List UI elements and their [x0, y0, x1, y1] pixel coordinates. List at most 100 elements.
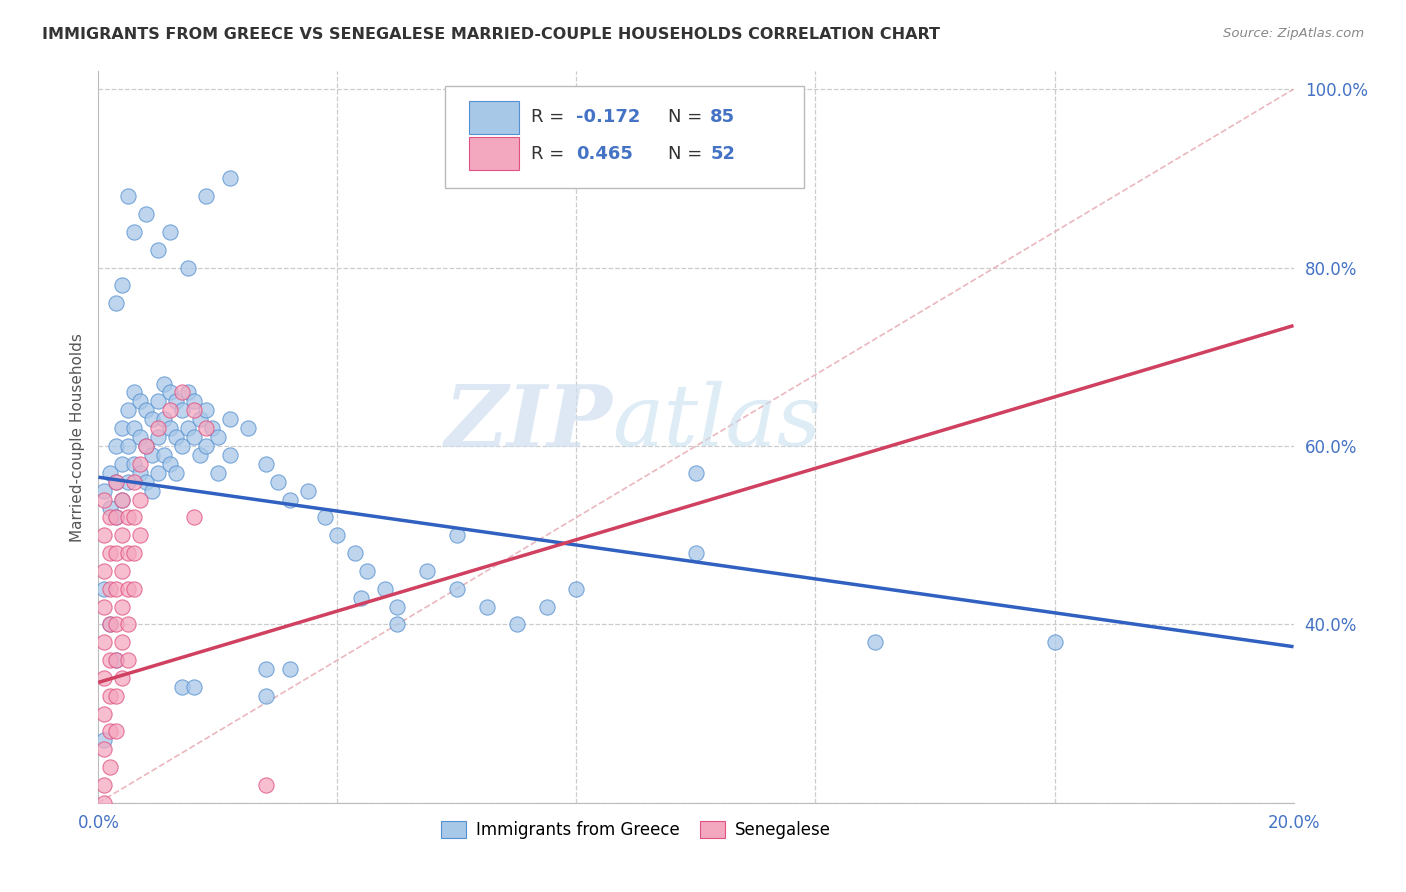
Point — [141, 483, 163, 498]
Point — [344, 546, 367, 560]
Point — [446, 582, 468, 596]
Point — [117, 403, 139, 417]
Text: IMMIGRANTS FROM GREECE VS SENEGALESE MARRIED-COUPLE HOUSEHOLDS CORRELATION CHART: IMMIGRANTS FROM GREECE VS SENEGALESE MAR… — [42, 27, 941, 42]
Point — [177, 421, 200, 435]
Point — [93, 733, 115, 747]
Point — [111, 671, 134, 685]
Point — [129, 457, 152, 471]
Point — [159, 225, 181, 239]
Text: 52: 52 — [710, 145, 735, 163]
Point — [183, 510, 205, 524]
Point — [105, 724, 128, 739]
Point — [153, 448, 176, 462]
Point — [105, 296, 128, 310]
Point — [183, 403, 205, 417]
Point — [111, 457, 134, 471]
Point — [141, 412, 163, 426]
Point — [236, 421, 259, 435]
Point — [93, 582, 115, 596]
Point — [177, 260, 200, 275]
Point — [117, 189, 139, 203]
Bar — [470, 137, 519, 170]
Point — [315, 510, 337, 524]
Point — [124, 385, 146, 400]
Point — [188, 412, 211, 426]
Point — [1043, 635, 1066, 649]
Point — [159, 421, 181, 435]
Point — [105, 510, 128, 524]
Point — [254, 662, 277, 676]
Text: atlas: atlas — [613, 381, 821, 464]
Point — [356, 564, 378, 578]
Point — [385, 617, 409, 632]
Y-axis label: Married-couple Households: Married-couple Households — [69, 333, 84, 541]
Point — [98, 617, 122, 632]
Point — [326, 528, 349, 542]
Point — [105, 475, 128, 489]
Point — [148, 394, 170, 409]
Point — [195, 421, 218, 435]
Point — [93, 483, 115, 498]
Point — [117, 510, 139, 524]
Point — [267, 475, 290, 489]
Text: R =: R = — [531, 145, 569, 163]
Point — [111, 492, 134, 507]
Point — [105, 582, 128, 596]
Point — [98, 582, 122, 596]
Text: Source: ZipAtlas.com: Source: ZipAtlas.com — [1223, 27, 1364, 40]
Point — [416, 564, 439, 578]
Point — [172, 680, 194, 694]
Point — [129, 466, 152, 480]
Point — [117, 475, 139, 489]
Point — [124, 510, 146, 524]
Point — [685, 546, 707, 560]
Point — [254, 778, 277, 792]
Point — [201, 421, 224, 435]
Point — [98, 689, 122, 703]
Point — [165, 430, 187, 444]
Text: R =: R = — [531, 109, 569, 127]
Point — [98, 724, 122, 739]
Text: 85: 85 — [710, 109, 735, 127]
Point — [183, 430, 205, 444]
Point — [124, 546, 146, 560]
Point — [93, 796, 115, 810]
Text: N =: N = — [668, 145, 709, 163]
Point — [148, 421, 170, 435]
Point — [172, 403, 194, 417]
Point — [172, 439, 194, 453]
Point — [153, 376, 176, 391]
Point — [685, 466, 707, 480]
Point — [278, 492, 301, 507]
Text: ZIP: ZIP — [444, 381, 613, 464]
Point — [350, 591, 373, 605]
Point — [475, 599, 498, 614]
Text: -0.172: -0.172 — [576, 109, 641, 127]
Point — [105, 475, 128, 489]
Point — [148, 466, 170, 480]
Point — [98, 546, 122, 560]
Point — [93, 778, 115, 792]
Point — [111, 278, 134, 293]
Point — [124, 582, 146, 596]
Point — [98, 510, 122, 524]
Point — [177, 385, 200, 400]
Point — [219, 448, 242, 462]
Point — [865, 635, 887, 649]
Point — [254, 457, 277, 471]
Point — [278, 662, 301, 676]
Point — [297, 483, 319, 498]
Point — [98, 617, 122, 632]
Point — [93, 671, 115, 685]
Point — [188, 448, 211, 462]
Point — [129, 394, 152, 409]
Point — [254, 689, 277, 703]
Point — [111, 528, 134, 542]
Point — [105, 510, 128, 524]
Point — [124, 475, 146, 489]
Point — [536, 599, 558, 614]
Point — [165, 394, 187, 409]
Point — [219, 412, 242, 426]
Text: 0.465: 0.465 — [576, 145, 633, 163]
Point — [124, 457, 146, 471]
